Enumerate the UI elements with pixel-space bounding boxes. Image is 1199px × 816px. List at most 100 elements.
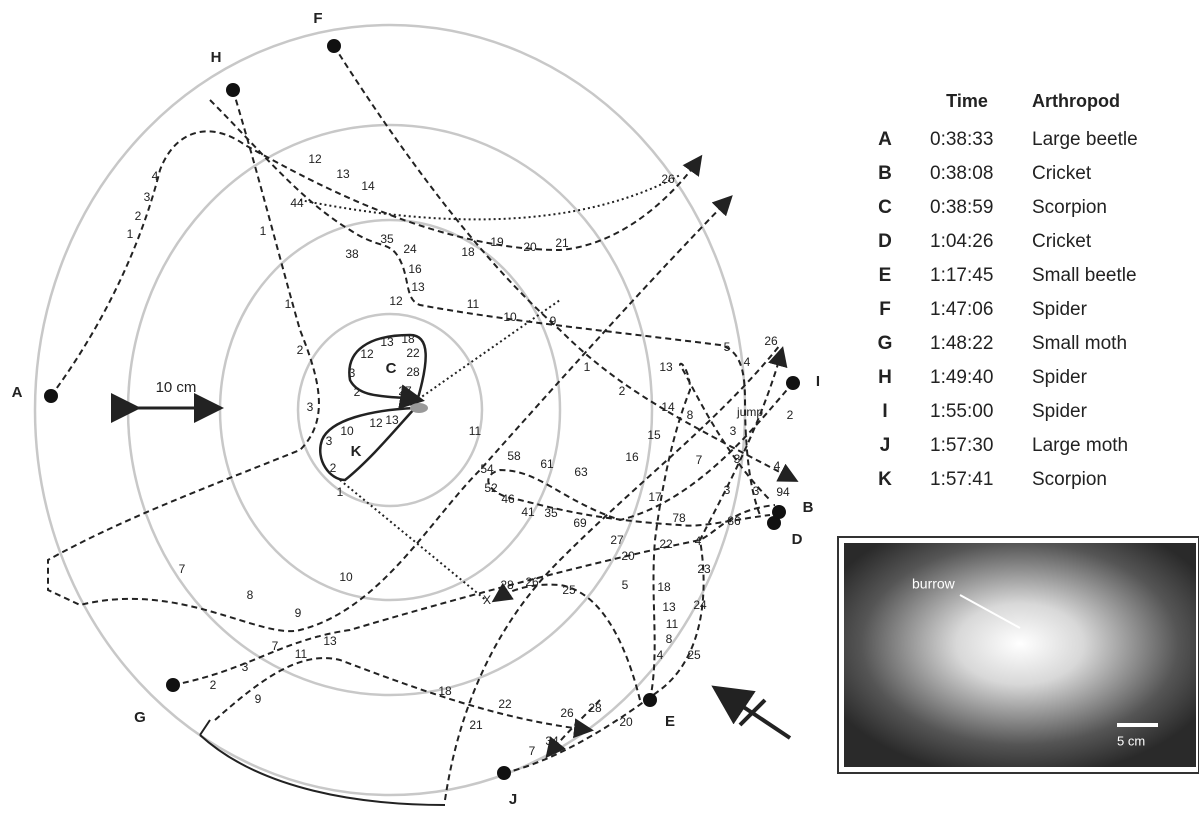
track-label: 8 bbox=[687, 408, 694, 422]
scale-bar: 10 cm bbox=[135, 379, 218, 408]
track-label: 2 bbox=[787, 408, 794, 422]
track-label: 18 bbox=[438, 684, 452, 698]
track-label: 18 bbox=[657, 580, 671, 594]
track-label: 2 bbox=[135, 209, 142, 223]
track-marker: E bbox=[665, 713, 675, 730]
track-label: 1 bbox=[127, 227, 134, 241]
track-label: 12 bbox=[389, 294, 403, 308]
track-label: 54 bbox=[480, 462, 494, 476]
track-label: 44 bbox=[290, 196, 304, 210]
track-label: 34 bbox=[545, 734, 559, 748]
track-label: 38 bbox=[345, 247, 359, 261]
track-label: 24 bbox=[693, 598, 707, 612]
track-label: 12 bbox=[369, 416, 383, 430]
track-label: 63 bbox=[574, 465, 588, 479]
inset-scale-label: 5 cm bbox=[1117, 733, 1145, 748]
track-label: 1 bbox=[285, 297, 292, 311]
row-arthropod: Spider bbox=[1032, 401, 1088, 422]
track-label: 8 bbox=[666, 632, 673, 646]
track-label: 16 bbox=[625, 450, 639, 464]
burrow-label: burrow bbox=[912, 576, 956, 592]
track-label: 27 bbox=[610, 533, 624, 547]
track-label: 14 bbox=[361, 179, 375, 193]
row-time: 0:38:33 bbox=[930, 129, 993, 150]
track-label: 4 bbox=[774, 459, 781, 473]
track-label: 2 bbox=[297, 343, 304, 357]
row-letter: F bbox=[879, 299, 891, 320]
track-label: 28 bbox=[588, 701, 602, 715]
track-label: 2 bbox=[210, 678, 217, 692]
track-label: 13 bbox=[662, 600, 676, 614]
track-label: 12 bbox=[360, 347, 374, 361]
track-label: 28 bbox=[406, 365, 420, 379]
track-label: 26 bbox=[560, 706, 574, 720]
row-time: 0:38:59 bbox=[930, 197, 993, 218]
track-label: 9 bbox=[295, 606, 302, 620]
track-label: 20 bbox=[523, 240, 537, 254]
track-marker: G bbox=[134, 709, 146, 726]
track-label: 3 bbox=[730, 424, 737, 438]
track-label: 26 bbox=[525, 575, 539, 589]
track-label: 94 bbox=[776, 485, 790, 499]
track-label: 25 bbox=[687, 648, 701, 662]
track-label: 7 bbox=[179, 562, 186, 576]
track-marker: D bbox=[792, 531, 803, 548]
track-label: 11 bbox=[666, 617, 679, 631]
track-label: 13 bbox=[380, 335, 394, 349]
track-label: 13 bbox=[323, 634, 337, 648]
direction-arrow bbox=[718, 690, 790, 738]
track-marker: H bbox=[211, 49, 222, 66]
track-label: 23 bbox=[697, 562, 711, 576]
row-time: 1:55:00 bbox=[930, 401, 993, 422]
track-label: jump bbox=[736, 405, 763, 419]
track-label: 20 bbox=[621, 549, 635, 563]
track-label: 78 bbox=[672, 511, 686, 525]
track-label: 27 bbox=[398, 384, 412, 398]
track-label: 3 bbox=[242, 660, 249, 674]
track-label: 3 bbox=[724, 483, 731, 497]
track-marker: I bbox=[816, 373, 820, 390]
track-label: 4 bbox=[152, 169, 159, 183]
track-label: 2 bbox=[330, 461, 337, 475]
track-label: 8 bbox=[247, 588, 254, 602]
scale-label: 10 cm bbox=[156, 379, 197, 396]
track-label: 13 bbox=[659, 360, 673, 374]
track-label: 1 bbox=[337, 485, 344, 499]
tracks bbox=[48, 46, 795, 805]
track-label: 4 bbox=[657, 648, 664, 662]
track-label: 11 bbox=[295, 647, 308, 661]
track-label: 3 bbox=[753, 484, 760, 498]
track-label: 26 bbox=[764, 334, 778, 348]
row-arthropod: Small beetle bbox=[1032, 265, 1137, 286]
track-label: 5 bbox=[622, 578, 629, 592]
row-letter: A bbox=[878, 129, 892, 150]
track-label: 3 bbox=[307, 400, 314, 414]
track-label: 11 bbox=[467, 297, 480, 311]
track-marker: C bbox=[386, 360, 397, 377]
row-arthropod: Large moth bbox=[1032, 435, 1128, 456]
track-label: 10 bbox=[503, 310, 517, 324]
track-label: 18 bbox=[401, 332, 415, 346]
track-label: 61 bbox=[540, 457, 554, 471]
row-letter: K bbox=[878, 469, 892, 490]
track-label: 21 bbox=[469, 718, 483, 732]
track-label: 22 bbox=[406, 346, 420, 360]
track-label: 46 bbox=[501, 492, 515, 506]
track-label: 19 bbox=[490, 235, 504, 249]
track-marker: F bbox=[313, 10, 322, 27]
track-label: 26 bbox=[661, 172, 675, 186]
track-label: 10 bbox=[339, 570, 353, 584]
row-time: 1:57:30 bbox=[930, 435, 993, 456]
track-label: 21 bbox=[555, 236, 569, 250]
track-label: 20 bbox=[619, 715, 633, 729]
row-arthropod: Scorpion bbox=[1032, 469, 1107, 490]
track-label: 13 bbox=[411, 280, 425, 294]
track-label: 12 bbox=[308, 152, 322, 166]
row-time: 1:49:40 bbox=[930, 367, 993, 388]
row-letter: H bbox=[878, 367, 892, 388]
track-label: 17 bbox=[648, 490, 662, 504]
table-header: Time bbox=[946, 91, 988, 111]
track-label: 3 bbox=[326, 434, 333, 448]
track-label: 3 bbox=[144, 190, 151, 204]
